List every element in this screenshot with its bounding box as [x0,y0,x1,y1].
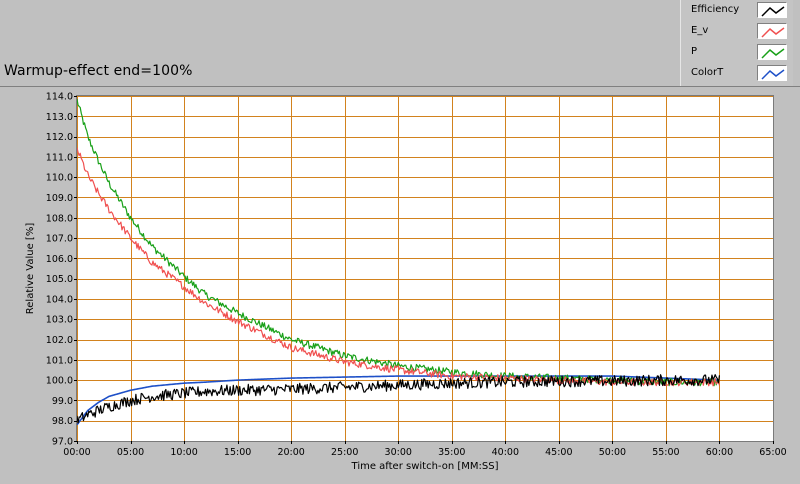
x-tick-label: 35:00 [438,447,465,458]
legend-item[interactable]: Efficiency [681,0,793,21]
legend-label: E_v [691,25,709,36]
legend-swatch-icon [757,44,787,60]
y-tick-label: 108.0 [46,213,73,224]
x-tick-label: 50:00 [599,447,626,458]
x-tick-label: 05:00 [117,447,144,458]
y-tick-label: 100.0 [46,376,73,387]
x-axis-label: Time after switch-on [MM:SS] [351,461,499,472]
plot-legend: Efficiency E_v P ColorT [680,0,793,87]
y-tick-label: 109.0 [46,193,73,204]
x-tick-label: 00:00 [63,447,90,458]
x-tick-label: 55:00 [652,447,679,458]
y-tick-label: 104.0 [46,294,73,305]
graph-title: Warmup-effect end=100% [4,63,193,79]
y-tick-label: 106.0 [46,254,73,265]
legend-swatch-icon [757,65,787,81]
x-tick-label: 10:00 [170,447,197,458]
x-tick-label: 40:00 [492,447,519,458]
x-tick-label: 25:00 [331,447,358,458]
y-tick-label: 114.0 [46,92,73,103]
legend-label: P [691,46,698,57]
y-tick-label: 103.0 [46,315,73,326]
y-axis-label: Relative Value [%] [25,223,36,315]
legend-swatch-icon [757,2,787,18]
y-tick-label: 112.0 [46,132,73,143]
y-tick-label: 113.0 [46,112,73,123]
series-line-colort [77,375,720,426]
y-tick-label: 97.0 [52,437,73,448]
legend-label: ColorT [691,67,724,78]
y-tick-label: 110.0 [46,173,73,184]
legend-swatch-icon [757,23,787,39]
y-tick-label: 99.0 [52,396,73,407]
legend-item[interactable]: ColorT [681,63,793,84]
series-line-efficiency [77,374,721,424]
y-tick-label: 111.0 [46,152,73,163]
y-tick-label: 105.0 [46,274,73,285]
y-tick-label: 98.0 [52,416,73,427]
series-line-e-v [77,147,721,387]
legend-item[interactable]: E_v [681,21,793,42]
y-tick-label: 101.0 [46,355,73,366]
y-tick-label: 102.0 [46,335,73,346]
x-tick-label: 20:00 [277,447,304,458]
x-tick-label: 15:00 [224,447,251,458]
x-tick-label: 65:00 [759,447,786,458]
x-tick-label: 45:00 [545,447,572,458]
x-tick-label: 60:00 [706,447,733,458]
legend-item[interactable]: P [681,42,793,63]
x-tick-label: 30:00 [385,447,412,458]
y-tick-label: 107.0 [46,234,73,245]
plot-border [76,95,774,442]
legend-label: Efficiency [691,4,740,15]
